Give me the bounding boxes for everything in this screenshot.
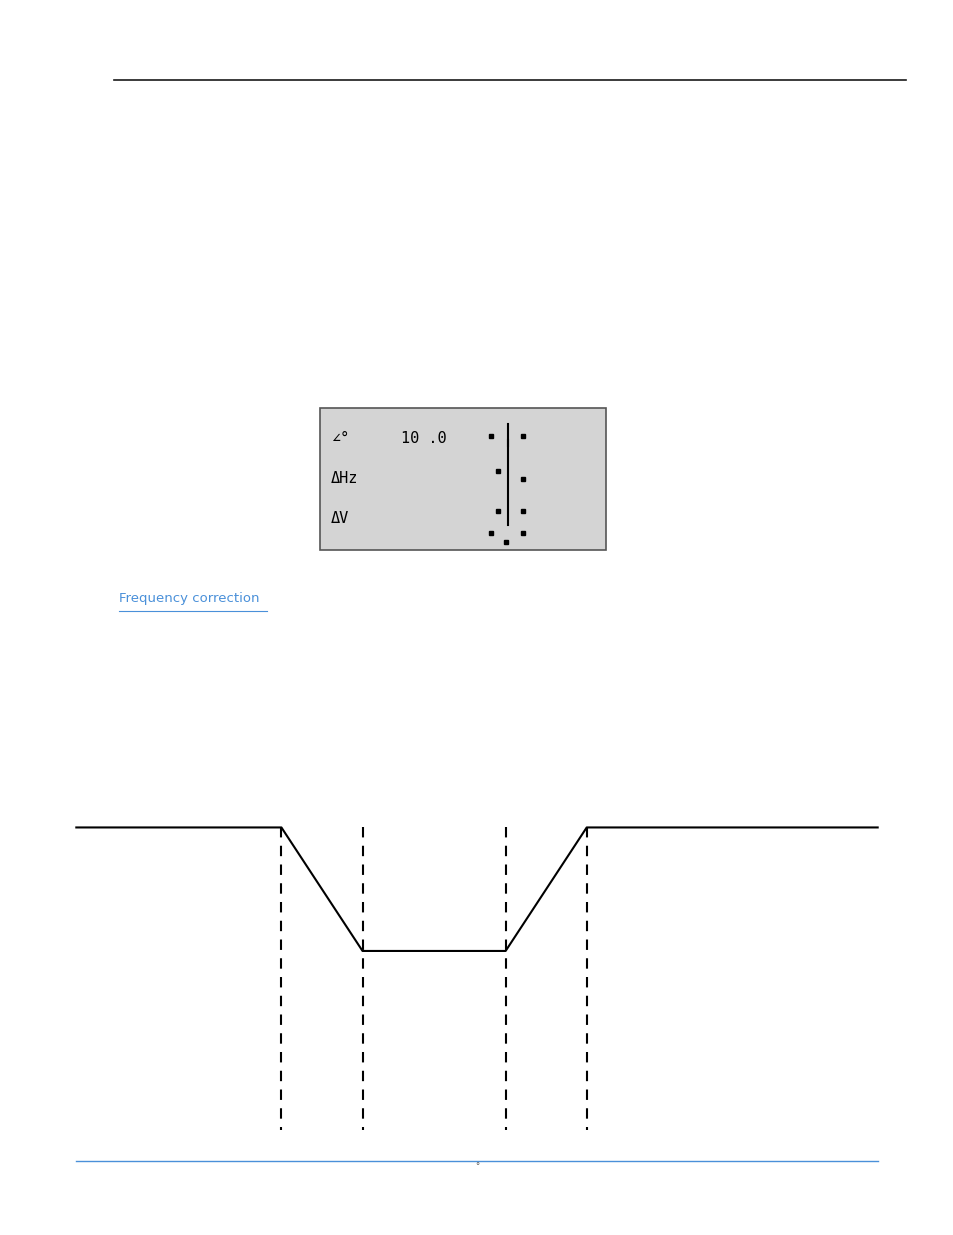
Text: 10 .0: 10 .0 [400, 431, 446, 446]
Text: Frequency correction: Frequency correction [119, 593, 259, 605]
Text: °: ° [475, 1162, 478, 1172]
FancyBboxPatch shape [319, 408, 605, 550]
Text: ΔHz: ΔHz [331, 471, 358, 487]
Text: ΔV: ΔV [331, 511, 349, 526]
Text: ∠°: ∠° [331, 431, 349, 446]
